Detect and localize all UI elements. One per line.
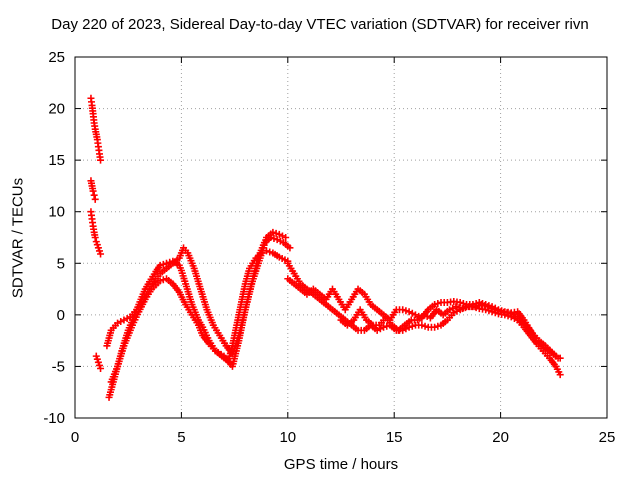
y-tick-label: 15 — [48, 152, 65, 169]
x-tick-label: 25 — [599, 429, 616, 446]
data-point — [455, 304, 463, 312]
data-point — [556, 371, 564, 379]
x-tick-label: 0 — [71, 429, 79, 446]
data-point — [97, 364, 105, 372]
data-point — [97, 156, 105, 164]
data-point — [431, 301, 439, 309]
data-point — [272, 229, 280, 237]
series-arc-c — [87, 208, 105, 258]
chart-title: Day 220 of 2023, Sidereal Day-to-day VTE… — [51, 16, 589, 33]
x-axis-label: GPS time / hours — [283, 456, 399, 473]
data-point — [97, 250, 105, 258]
data-point — [459, 300, 467, 308]
data-point — [461, 304, 469, 312]
data-point — [458, 305, 466, 313]
data-point — [282, 234, 290, 241]
data-point — [380, 323, 388, 331]
data-point — [421, 322, 429, 330]
series-arc-d — [92, 352, 105, 372]
data-point — [506, 310, 514, 318]
y-tick-label: 0 — [57, 307, 65, 324]
x-tick-label: 20 — [492, 429, 509, 446]
data-point — [156, 261, 164, 269]
series-arc-a — [87, 94, 105, 164]
data-point — [452, 303, 460, 311]
data-point — [266, 248, 274, 256]
plot-frame — [74, 56, 608, 419]
data-point — [503, 309, 511, 317]
data-point — [399, 306, 407, 314]
y-axis-label: SDTVAR / TECUs — [9, 177, 27, 299]
data-point — [434, 322, 442, 330]
data-point — [402, 307, 410, 315]
series-arc-j — [337, 301, 562, 362]
data-point — [91, 234, 99, 241]
data-point — [471, 303, 479, 311]
data-point — [270, 235, 278, 243]
data-point — [89, 187, 97, 195]
data-point — [269, 228, 277, 236]
y-tick-label: 5 — [57, 255, 65, 272]
data-point — [90, 191, 98, 199]
data-point — [493, 307, 501, 315]
y-tick-label: 20 — [48, 101, 65, 118]
x-tick-label: 5 — [177, 429, 185, 446]
data-point — [481, 302, 489, 310]
y-tick-label: -10 — [43, 410, 65, 427]
data-point — [408, 322, 416, 330]
data-point — [91, 195, 99, 203]
y-tick-label: 25 — [48, 49, 65, 66]
data-point — [490, 306, 498, 314]
data-point — [474, 302, 482, 310]
data-point — [434, 300, 442, 308]
data-point — [156, 277, 164, 285]
y-tick-label: 10 — [48, 204, 65, 221]
data-point — [159, 260, 167, 268]
data-point — [286, 244, 294, 252]
data-point — [431, 323, 439, 331]
x-tick-label: 10 — [279, 429, 296, 446]
data-point — [456, 298, 464, 306]
series-arc-g — [103, 228, 290, 358]
data-point — [554, 354, 562, 362]
data-point — [477, 301, 485, 309]
series-arc-b — [87, 177, 99, 203]
x-tick-label: 15 — [386, 429, 403, 446]
data-point — [418, 321, 426, 329]
y-tick-label: -5 — [52, 358, 65, 375]
